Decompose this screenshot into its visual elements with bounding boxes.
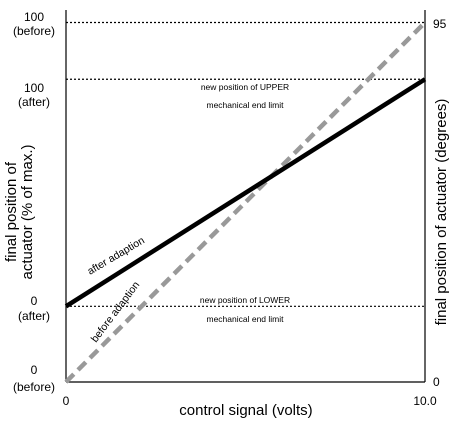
right-tick-95: 95 xyxy=(433,17,447,31)
x-axis-title: control signal (volts) xyxy=(179,402,312,419)
left-tick-100-after-value: 100 xyxy=(24,81,44,95)
left-tick-100-before-note: (before) xyxy=(13,24,55,38)
x-tick-10: 10.0 xyxy=(413,394,437,408)
lower-limit-note-line1: new position of LOWER xyxy=(200,295,290,305)
left-tick-0-after-value: 0 xyxy=(31,294,38,308)
right-tick-0: 0 xyxy=(433,375,440,389)
upper-limit-note-line2: mechanical end limit xyxy=(206,100,284,110)
after-adaption-label: after adaption xyxy=(85,234,146,277)
left-tick-0-before-note: (before) xyxy=(13,380,55,394)
upper-limit-note-line1: new position of UPPER xyxy=(201,82,289,92)
series-after-adaption-line xyxy=(64,77,427,309)
x-tick-0: 0 xyxy=(63,394,70,408)
left-tick-100-after-note: (after) xyxy=(18,95,50,109)
left-axis-title-line2: actuator (% of max.) xyxy=(19,144,36,279)
left-axis-title-line1: final position of xyxy=(3,161,20,262)
right-axis-title: final position of actuator (degrees) xyxy=(433,99,450,326)
lower-limit-note-line2: mechanical end limit xyxy=(206,314,284,324)
left-tick-100-before-value: 100 xyxy=(24,10,44,24)
series-before-adaption-line xyxy=(64,20,427,384)
left-tick-0-after-note: (after) xyxy=(18,309,50,323)
left-tick-0-before-value: 0 xyxy=(31,363,38,377)
